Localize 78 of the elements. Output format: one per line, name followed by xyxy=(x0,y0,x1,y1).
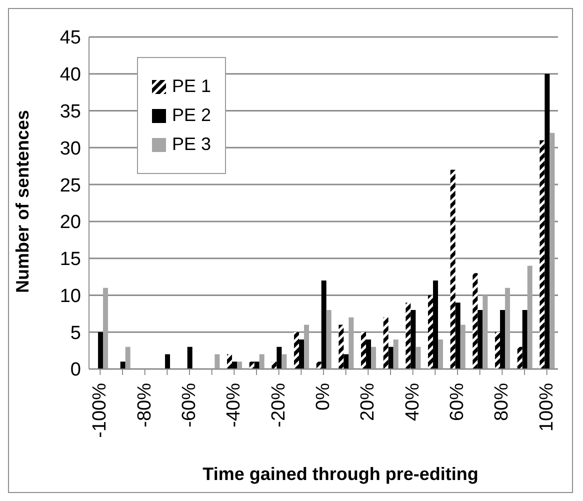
x-tick-label: 100% xyxy=(536,382,558,432)
bar xyxy=(428,295,434,369)
bar xyxy=(410,310,416,369)
bar xyxy=(272,362,277,369)
bar xyxy=(438,339,444,369)
x-tick-label: 0% xyxy=(313,382,334,410)
bar xyxy=(165,354,170,369)
bar xyxy=(348,317,354,369)
bar xyxy=(282,354,287,369)
legend-label: PE 2 xyxy=(172,105,212,126)
legend-label: PE 1 xyxy=(172,76,212,97)
bar xyxy=(371,346,376,369)
bar xyxy=(495,332,500,369)
bar xyxy=(103,288,108,369)
x-tick-label: 60% xyxy=(447,382,468,422)
bar xyxy=(388,346,394,369)
x-tick-label: 80% xyxy=(492,382,513,422)
y-tick-label: 0 xyxy=(70,360,81,381)
y-axis-title: Number of sentences xyxy=(12,110,32,293)
bar xyxy=(455,302,460,369)
legend-label: PE 3 xyxy=(172,134,212,155)
bar xyxy=(527,266,532,369)
bar xyxy=(125,346,130,369)
y-tick-label: 25 xyxy=(60,175,81,196)
y-tick-label: 20 xyxy=(60,212,81,234)
bar xyxy=(505,288,510,369)
x-tick-label: -100% xyxy=(90,382,111,438)
y-tick-label: 5 xyxy=(70,322,81,344)
bar xyxy=(326,310,332,369)
y-tick-label: 40 xyxy=(60,64,81,86)
bar xyxy=(254,362,260,369)
bar xyxy=(482,295,488,369)
y-tick-label: 45 xyxy=(60,28,81,49)
y-tick-label: 15 xyxy=(60,249,81,270)
bar xyxy=(460,324,466,369)
x-tick-label: -80% xyxy=(134,382,156,428)
bar xyxy=(550,132,555,369)
y-tick-label: 30 xyxy=(60,138,81,160)
x-axis-title: Time gained through pre-editing xyxy=(202,464,480,485)
bar xyxy=(472,273,478,369)
bar xyxy=(294,332,300,369)
bar xyxy=(120,362,126,369)
bar xyxy=(406,302,411,369)
x-tick-label: 40% xyxy=(402,382,424,422)
bar xyxy=(433,280,438,369)
bar xyxy=(450,170,456,369)
bar xyxy=(338,324,344,369)
bar xyxy=(316,362,322,369)
bar xyxy=(416,346,421,369)
bar xyxy=(478,310,483,369)
bar xyxy=(98,332,104,369)
bar xyxy=(227,354,232,369)
bar xyxy=(299,339,304,369)
bar xyxy=(344,354,349,369)
bar xyxy=(500,310,506,369)
bar xyxy=(540,140,545,369)
x-tick-label: 20% xyxy=(358,382,379,422)
bar xyxy=(393,339,398,369)
bar xyxy=(276,346,282,369)
bar xyxy=(522,310,528,369)
bar xyxy=(517,346,522,369)
bar xyxy=(214,354,220,369)
bar xyxy=(259,354,264,369)
bar xyxy=(232,362,238,369)
bar xyxy=(544,74,550,369)
y-tick-label: 35 xyxy=(60,102,81,123)
bar xyxy=(383,317,388,369)
y-tick-label: 10 xyxy=(60,286,81,307)
bar xyxy=(187,346,192,369)
bar xyxy=(304,324,310,369)
bar xyxy=(237,362,242,369)
bar xyxy=(249,362,254,369)
x-tick-label: -20% xyxy=(268,382,290,428)
x-tick-label: -60% xyxy=(179,382,200,428)
bar xyxy=(361,332,366,369)
bar xyxy=(321,280,326,369)
x-tick-label: -40% xyxy=(224,382,245,428)
bar xyxy=(366,339,372,369)
